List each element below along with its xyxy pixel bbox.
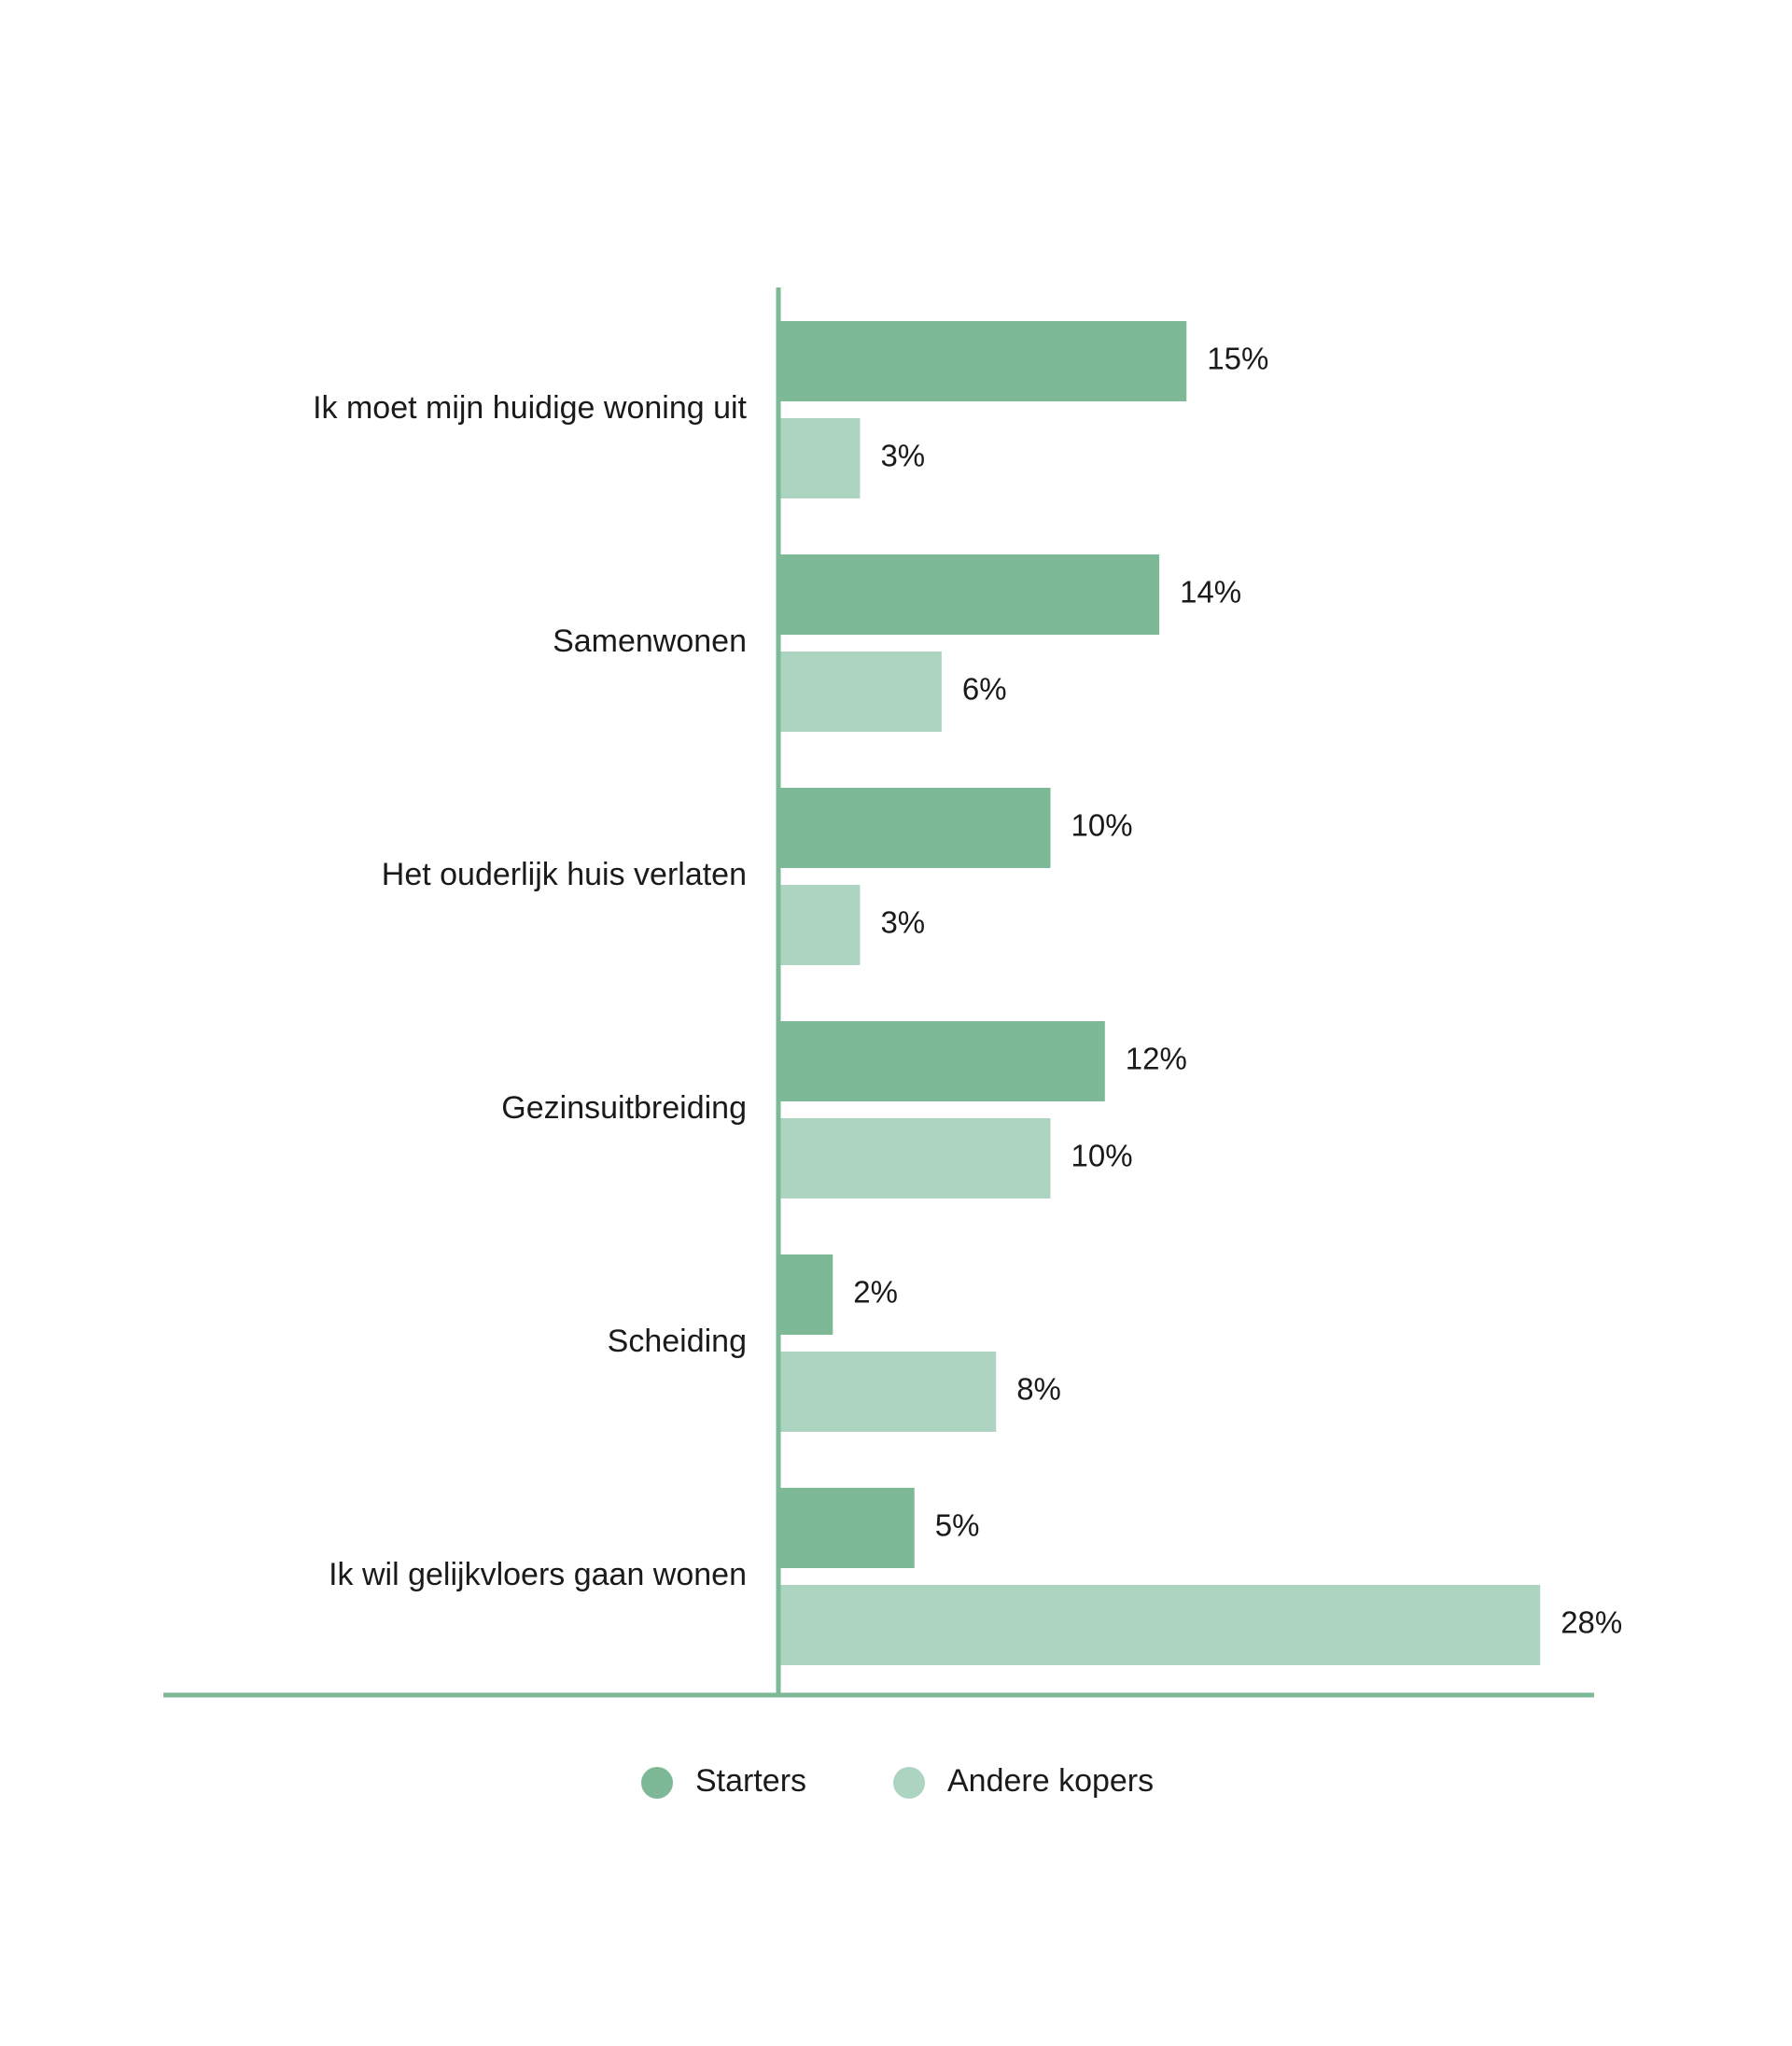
legend: Starters Andere kopers [641,1763,1154,1799]
data-label: 5% [935,1508,980,1543]
data-label: 10% [1071,808,1133,843]
data-label: 3% [880,439,925,473]
bar-andere-kopers-5 [778,1585,1541,1665]
bar-andere-kopers-2 [778,885,861,965]
bars-layer [778,321,1541,1665]
data-label: 3% [880,905,925,940]
data-label: 6% [962,672,1007,707]
axes-layer [163,287,1594,1698]
bar-starters-4 [778,1254,833,1335]
category-label: Ik wil gelijkvloers gaan wonen [329,1557,747,1592]
data-label: 12% [1126,1042,1187,1076]
category-label: Ik moet mijn huidige woning uit [313,390,747,426]
category-label: Scheiding [608,1324,747,1359]
category-label: Gezinsuitbreiding [501,1090,747,1126]
bar-andere-kopers-3 [778,1118,1051,1198]
data-label: 10% [1071,1139,1133,1173]
data-label: 8% [1016,1372,1061,1407]
labels-layer: 15% 3% Ik moet mijn huidige woning uit 14% 6… [313,342,1622,1640]
bar-andere-kopers-0 [778,418,861,498]
category-label: Samenwonen [553,624,747,659]
category-label: Het ouderlijk huis verlaten [382,857,747,892]
legend-swatch-andere-kopers [893,1767,925,1799]
bar-starters-3 [778,1021,1105,1101]
data-label: 15% [1207,342,1268,376]
bar-andere-kopers-1 [778,652,942,732]
data-label: 28% [1561,1605,1622,1640]
legend-label-andere-kopers: Andere kopers [947,1763,1154,1799]
bar-starters-5 [778,1488,915,1568]
bar-starters-2 [778,788,1051,868]
data-label: 14% [1180,575,1241,610]
bar-andere-kopers-4 [778,1352,997,1432]
bar-starters-1 [778,554,1160,635]
legend-swatch-starters [641,1767,673,1799]
legend-label-starters: Starters [695,1763,806,1799]
data-label: 2% [853,1275,898,1310]
bar-starters-0 [778,321,1187,401]
